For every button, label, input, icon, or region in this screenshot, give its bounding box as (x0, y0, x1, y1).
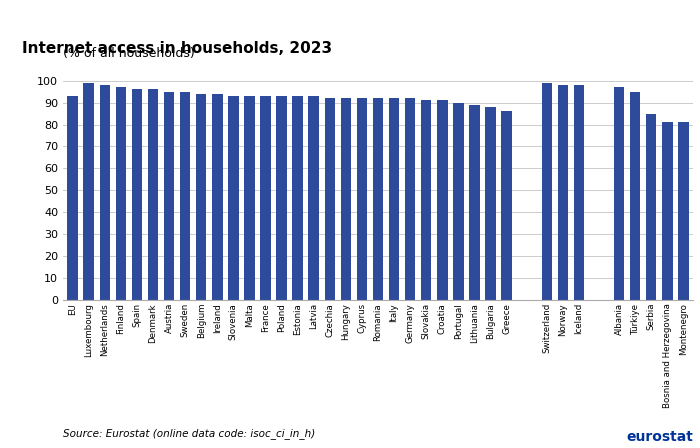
Bar (357, 98, 368, 300)
Bar (558, 85, 568, 300)
Bar (325, 98, 335, 300)
Bar (228, 96, 239, 300)
Bar (148, 90, 158, 300)
Text: Internet access in households, 2023: Internet access in households, 2023 (22, 41, 332, 56)
Bar (501, 112, 512, 300)
Text: (% of all households): (% of all households) (63, 47, 195, 60)
Bar (341, 98, 351, 300)
Bar (614, 87, 624, 300)
Bar (212, 94, 223, 300)
Bar (678, 122, 689, 300)
Bar (260, 96, 271, 300)
Bar (437, 100, 447, 300)
Bar (542, 83, 552, 300)
Bar (630, 92, 640, 300)
Bar (196, 94, 206, 300)
Bar (132, 90, 142, 300)
Bar (421, 100, 431, 300)
Bar (389, 98, 399, 300)
Bar (373, 98, 383, 300)
Bar (180, 92, 190, 300)
Bar (574, 85, 584, 300)
Bar (485, 107, 496, 300)
Bar (164, 92, 174, 300)
Bar (244, 96, 255, 300)
Bar (309, 96, 319, 300)
Bar (662, 122, 673, 300)
Bar (453, 103, 463, 300)
Bar (293, 96, 303, 300)
Text: Source: Eurostat (online data code: isoc_ci_in_h): Source: Eurostat (online data code: isoc… (63, 428, 315, 439)
Text: eurostat: eurostat (626, 430, 693, 444)
Bar (276, 96, 287, 300)
Bar (469, 105, 480, 300)
Bar (67, 96, 78, 300)
Bar (83, 83, 94, 300)
Bar (99, 85, 110, 300)
Bar (405, 98, 415, 300)
Bar (116, 87, 126, 300)
Bar (646, 114, 657, 300)
